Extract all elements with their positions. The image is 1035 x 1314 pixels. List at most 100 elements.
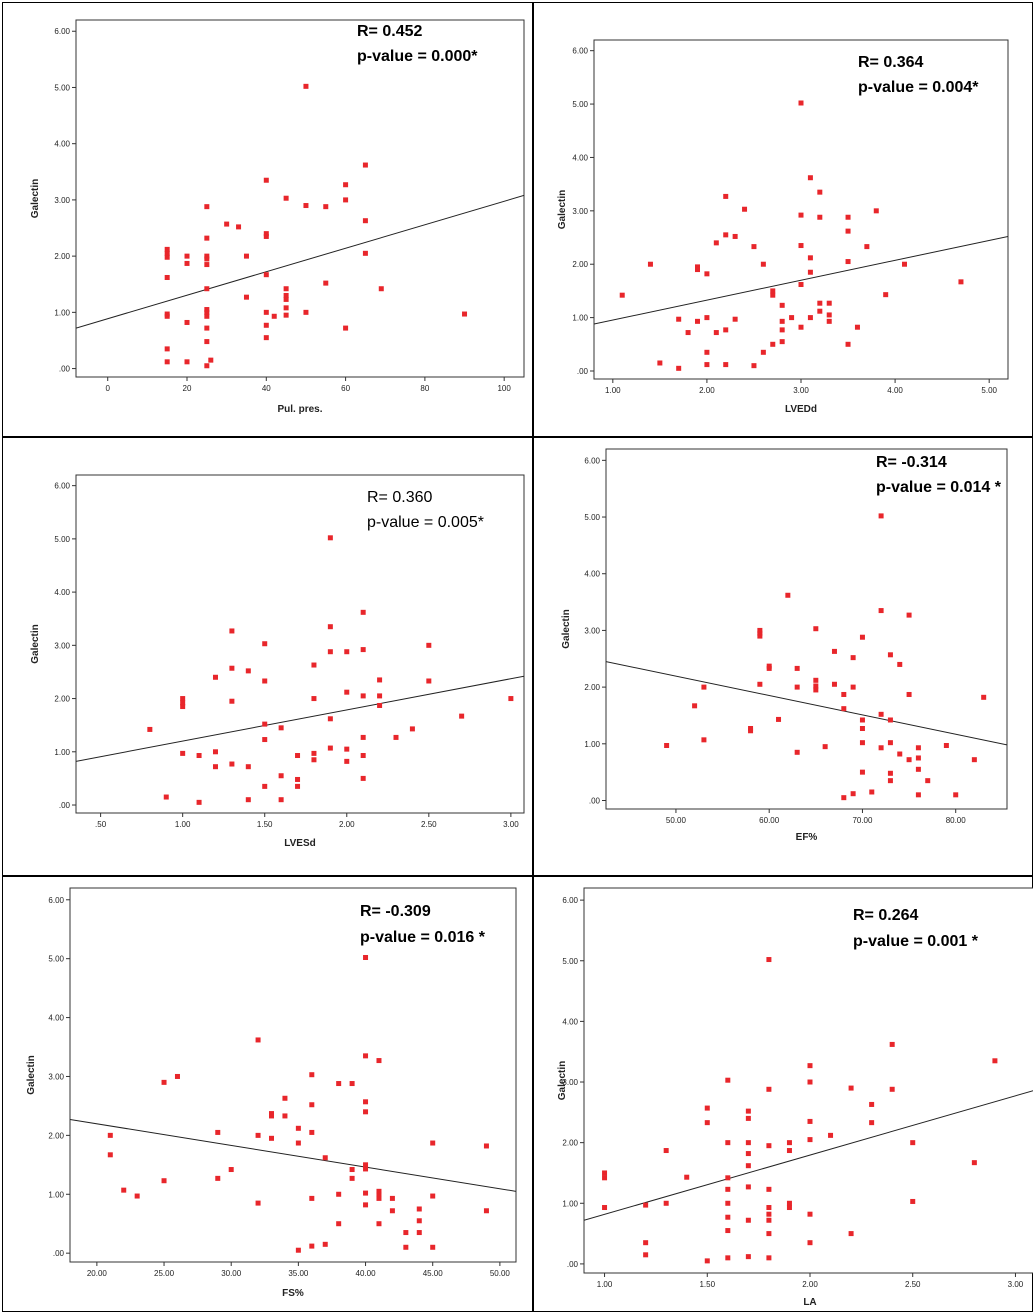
y-tick-label: 4.00 (562, 1017, 578, 1026)
y-tick-label: 3.00 (572, 207, 588, 216)
data-point (430, 1193, 436, 1199)
data-point (163, 794, 169, 800)
fit-line (70, 1118, 516, 1192)
data-point (813, 626, 819, 632)
data-point (263, 177, 269, 183)
data-point (295, 776, 301, 782)
x-tick-label: 1.50 (699, 1280, 715, 1289)
chart-panel-6: .00 1.00 2.00 3.00 4.00 5.00 6.00 1.00 1.50 2.00 2… (533, 876, 1033, 1312)
data-point (278, 725, 284, 731)
correlation-r-label: R= -0.314 (876, 454, 947, 471)
data-point (229, 698, 235, 704)
data-point (343, 325, 349, 331)
data-point (295, 753, 301, 759)
data-point (925, 778, 931, 784)
data-point (992, 1058, 998, 1064)
y-tick-label: 4.00 (54, 588, 70, 597)
data-point (869, 789, 875, 795)
fit-line (606, 661, 1007, 746)
y-tick-label: 1.00 (48, 1190, 64, 1199)
data-point (245, 797, 251, 803)
x-tick-label: 0 (105, 384, 110, 393)
p-value-label: p-value = 0.005* (367, 514, 484, 531)
data-point (164, 346, 170, 352)
data-point (196, 753, 202, 759)
y-axis-label: Galectin (557, 190, 568, 229)
data-point (902, 261, 907, 267)
y-tick-label: 1.00 (584, 740, 600, 749)
data-point (766, 1211, 772, 1217)
y-tick-label: 5.00 (54, 83, 70, 92)
data-point (878, 745, 884, 751)
data-point (323, 280, 329, 286)
x-tick-label: 45.00 (423, 1269, 444, 1278)
data-point (389, 1195, 395, 1201)
data-point (303, 203, 309, 209)
data-point (416, 1230, 422, 1236)
data-point (360, 753, 366, 759)
x-axis-label: LVEDd (785, 404, 817, 415)
p-value-label: p-value = 0.004* (858, 79, 979, 96)
x-axis-label: LA (803, 1297, 816, 1308)
data-point (745, 1108, 751, 1114)
data-point (363, 1053, 369, 1059)
data-point (336, 1191, 342, 1197)
data-point (745, 1217, 751, 1223)
data-point (263, 231, 269, 237)
x-tick-label: .50 (95, 820, 107, 829)
x-tick-label: 4.00 (887, 386, 903, 395)
y-tick-label: .00 (589, 796, 601, 805)
data-point (262, 641, 268, 647)
plot-area (584, 957, 1033, 1264)
data-point (745, 1163, 751, 1169)
data-point (704, 1258, 710, 1264)
data-point (204, 325, 210, 331)
data-point (807, 269, 813, 275)
data-point (906, 612, 912, 618)
data-point (704, 271, 710, 277)
data-point (813, 677, 819, 683)
y-tick-label: 3.00 (48, 1072, 64, 1081)
data-point (850, 655, 856, 661)
panel-border (2, 437, 533, 876)
x-tick-label: 25.00 (154, 1269, 175, 1278)
data-point (695, 264, 700, 270)
data-point (723, 327, 729, 333)
data-point (283, 305, 289, 311)
data-point (813, 687, 819, 693)
data-point (760, 261, 766, 267)
data-point (785, 592, 791, 598)
data-point (828, 1132, 834, 1138)
data-point (204, 253, 210, 259)
data-point (798, 243, 804, 249)
y-tick-label: .00 (59, 365, 71, 374)
data-point (215, 1175, 221, 1181)
data-point (377, 693, 383, 699)
data-point (255, 1132, 261, 1138)
data-point (174, 1073, 180, 1079)
data-point (378, 286, 384, 292)
y-axis-label: Galectin (561, 609, 572, 648)
data-point (704, 362, 710, 368)
x-tick-label: 2.00 (699, 386, 715, 395)
data-point (841, 795, 847, 801)
y-tick-label: 1.00 (54, 748, 70, 757)
x-tick-label: 2.00 (339, 820, 355, 829)
data-point (363, 1166, 369, 1172)
data-point (906, 757, 912, 763)
data-point (887, 770, 893, 776)
data-point (725, 1140, 731, 1146)
p-value-label: p-value = 0.001 * (853, 933, 979, 950)
correlation-r-label: R= -0.309 (360, 903, 431, 920)
data-point (376, 1221, 382, 1227)
data-point (889, 1086, 895, 1092)
data-point (263, 322, 269, 328)
data-point (343, 182, 349, 188)
data-point (766, 1186, 772, 1192)
x-tick-label: 3.00 (503, 820, 519, 829)
x-tick-label: 60 (341, 384, 350, 393)
data-point (887, 778, 893, 784)
data-point (164, 254, 170, 260)
data-point (798, 212, 804, 218)
data-point (789, 315, 795, 321)
